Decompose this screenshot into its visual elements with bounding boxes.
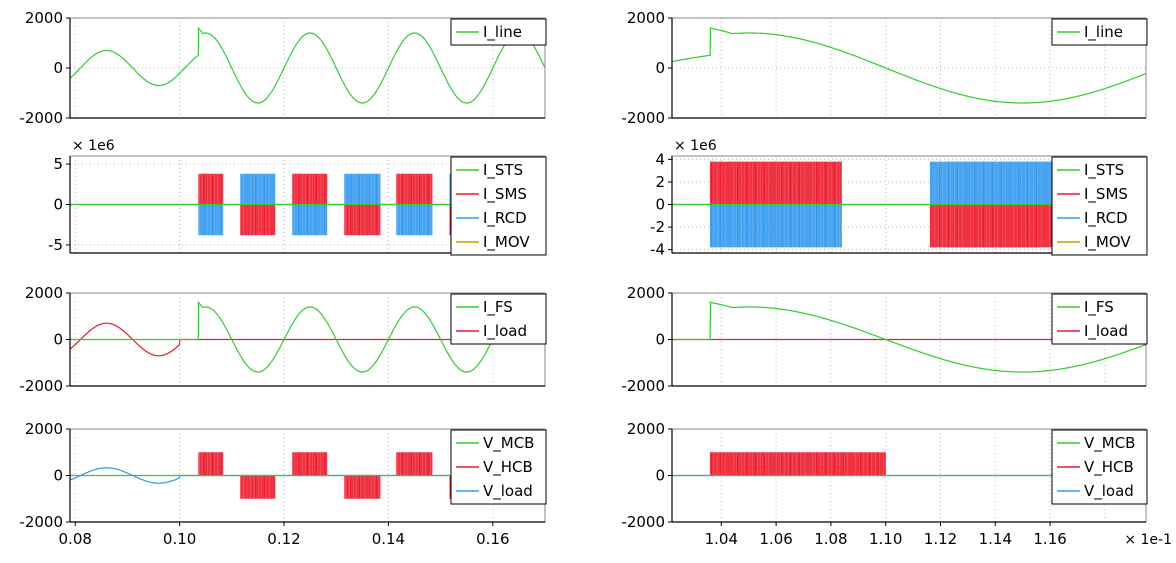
legend: I_line: [1051, 18, 1148, 46]
series-group: [70, 26, 545, 104]
y-tick-label: 0: [53, 331, 63, 349]
legend-label-v-load: V_load: [483, 482, 533, 501]
legend-box: [450, 18, 547, 46]
legend-label-i-rcd: I_RCD: [1084, 209, 1128, 228]
x-tick-label: 0.10: [163, 530, 196, 548]
legend: I_STS I_SMS I_RCD I_MOV: [1051, 156, 1148, 256]
y-tick-label: -5: [48, 236, 63, 254]
series-i-fs: [70, 301, 545, 373]
x-tick-label: 0.16: [476, 530, 509, 548]
x-tick-label: 1.16: [1033, 530, 1066, 548]
legend: I_STS I_SMS I_RCD I_MOV: [450, 156, 547, 256]
x-tick-label: 1.06: [759, 530, 792, 548]
legend-label-v-hcb: V_HCB: [483, 458, 533, 477]
y-tick-label: 0: [655, 196, 665, 214]
y-tick-label: -2000: [621, 513, 665, 531]
legend-box: [1051, 293, 1148, 345]
legend-label-i-rcd: I_RCD: [483, 209, 527, 228]
legend-label-v-mcb: V_MCB: [1084, 434, 1135, 453]
x-tick-label: 1.12: [924, 530, 957, 548]
legend-box: [450, 293, 547, 345]
legend-box: [450, 156, 547, 256]
x-tick-label: 1.10: [869, 530, 902, 548]
legend: I_line: [450, 18, 547, 46]
y-tick-label: 2000: [25, 284, 63, 302]
x-tick-label: 1.04: [705, 530, 738, 548]
y-tick-label: 0: [655, 59, 665, 77]
legend-label-i-fs: I_FS: [483, 298, 513, 317]
axis-multiplier: × 1e-1: [1124, 532, 1172, 548]
x-tick-label: 0.14: [372, 530, 405, 548]
y-tick-label: 2: [655, 173, 665, 191]
y-tick-label: 0: [655, 331, 665, 349]
legend-label-i-mov: I_MOV: [483, 233, 530, 252]
y-tick-label: -4: [650, 241, 665, 259]
y-tick-label: 5: [53, 155, 63, 173]
legend-label-i-line: I_line: [483, 23, 522, 42]
y-tick-label: 4: [655, 150, 665, 168]
legend: V_MCB V_HCB V_load: [1051, 429, 1148, 505]
x-tick-label: 0.12: [267, 530, 300, 548]
chart-panel-5: 2000 0 -2000 I_line: [621, 9, 1148, 127]
y-tick-label: 0: [53, 467, 63, 485]
y-tick-label: -2000: [621, 109, 665, 127]
legend-label-i-sts: I_STS: [483, 161, 523, 180]
legend-label-i-sms: I_SMS: [1084, 185, 1128, 204]
legend-label-i-line: I_line: [1084, 23, 1123, 42]
y-tick-label: 2000: [627, 9, 665, 27]
legend: I_FS I_load: [1051, 293, 1148, 345]
y-tick-label: -2000: [621, 377, 665, 395]
legend-label-v-hcb: V_HCB: [1084, 458, 1134, 477]
y-tick-label: -2: [650, 218, 665, 236]
legend-box: [1051, 156, 1148, 256]
axis-multiplier: × 1e6: [72, 138, 115, 154]
series-i-line: [672, 27, 1146, 104]
legend: V_MCB V_HCB V_load: [450, 429, 547, 505]
legend-label-i-fs: I_FS: [1084, 298, 1114, 317]
series-i-fs: [672, 301, 1146, 373]
chart-panel-8: 2000 0 -2000 1.04 1.06 1.08 1.10 1.12 1.14 1.16 × …: [621, 420, 1172, 548]
y-tick-label: 0: [655, 467, 665, 485]
y-tick-label: -2000: [19, 513, 63, 531]
x-tick-label: 1.14: [979, 530, 1012, 548]
y-tick-label: 2000: [627, 284, 665, 302]
x-tick-label: 1.08: [814, 530, 847, 548]
legend-label-i-sms: I_SMS: [483, 185, 527, 204]
chart-panel-7: 2000 0 -2000 I_FS I_load: [621, 284, 1148, 395]
x-tick-label: 0.08: [59, 530, 92, 548]
y-tick-label: -2000: [19, 109, 63, 127]
series-group: [672, 27, 1146, 104]
legend-label-i-mov: I_MOV: [1084, 233, 1131, 252]
y-tick-label: 0: [53, 196, 63, 214]
legend-label-i-sts: I_STS: [1084, 161, 1124, 180]
chart-panel-3: 2000 0 -2000 I_FS I_load: [19, 284, 547, 395]
y-tick-label: 0: [53, 59, 63, 77]
chart-panel-6: 4 2 0 -2 -4 × 1e6 I_STS I_SMS I_RCD I_MOV: [650, 138, 1148, 259]
y-tick-label: -2000: [19, 377, 63, 395]
chart-panel-1: 2000 0 -2000 I_line: [19, 9, 547, 127]
y-tick-label: 2000: [25, 420, 63, 438]
legend-label-i-load: I_load: [483, 322, 527, 341]
legend-label-v-load: V_load: [1084, 482, 1134, 501]
y-tick-label: 2000: [627, 420, 665, 438]
y-tick-label: 2000: [25, 9, 63, 27]
legend-label-i-load: I_load: [1084, 322, 1128, 341]
series-i-line: [70, 26, 545, 104]
axis-multiplier: × 1e6: [674, 138, 717, 154]
chart-panel-2: 5 0 -5 × 1e6 I_STS I_SMS I_RCD I_MOV: [48, 138, 547, 256]
legend: I_FS I_load: [450, 293, 547, 345]
legend-label-v-mcb: V_MCB: [483, 434, 534, 453]
